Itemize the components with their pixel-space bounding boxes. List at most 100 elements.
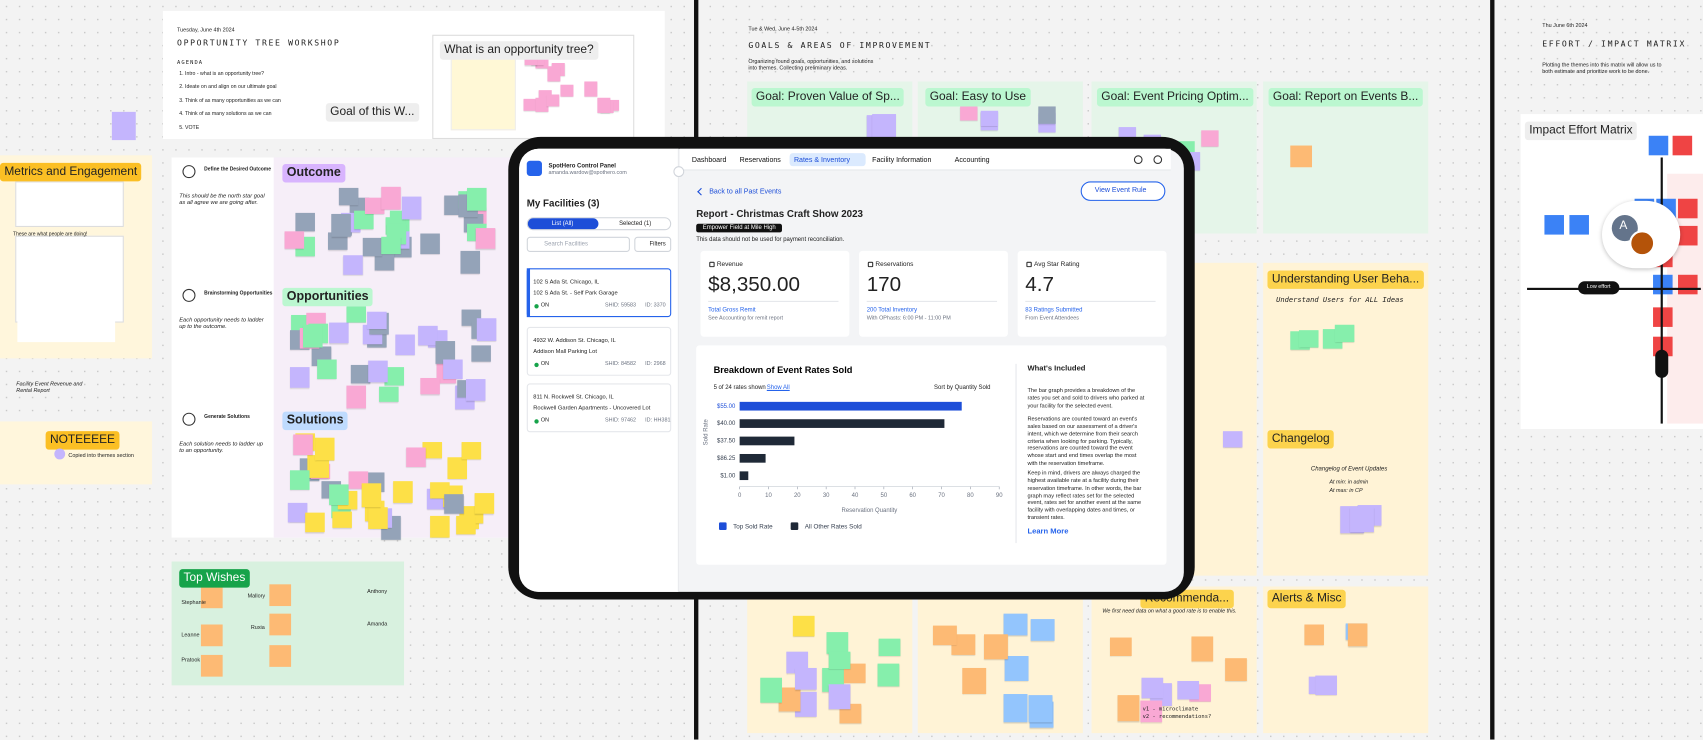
sticky-note [477, 318, 497, 342]
link[interactable]: Show All [766, 384, 790, 391]
subtitle: Organizing found goals, opportunities, a… [748, 58, 874, 72]
sticky-note [959, 106, 978, 121]
sticky-note [1653, 307, 1673, 327]
status-dot [534, 304, 539, 309]
label: Leanne [181, 632, 200, 639]
link[interactable]: Total Gross Remit [708, 307, 756, 314]
sticky-note [346, 306, 367, 323]
label: SHID: 59583 [604, 301, 637, 309]
sticky-note [1141, 677, 1164, 699]
board-divider [1490, 0, 1495, 740]
frame-title: Outcome [282, 164, 346, 183]
frame-title: NOTEEEEE [45, 431, 120, 450]
frame-title: Metrics and Engagement [0, 162, 142, 181]
sticky-note [342, 254, 363, 275]
sticky-note [466, 188, 487, 212]
selection-bar [526, 268, 531, 318]
divider [1025, 300, 1156, 302]
sticky-note [1222, 431, 1243, 448]
sticky-note [792, 615, 815, 636]
sticky-note [328, 232, 348, 250]
dropdown[interactable]: Sort by Quantity Sold [934, 384, 991, 391]
facility-card[interactable] [526, 326, 672, 376]
label: Ruxia [250, 624, 265, 632]
nav-item[interactable]: Rates & Inventory [793, 155, 851, 164]
label: Mallory [247, 593, 266, 600]
sticky-note [269, 584, 292, 607]
tab[interactable]: Selected (1) [619, 220, 652, 227]
tab[interactable]: List (All) [551, 220, 574, 227]
sticky-note [384, 367, 405, 386]
sticky-note [381, 236, 401, 255]
board-title: EFFORT / IMPACT MATRIX [1542, 39, 1687, 49]
sticky-note [395, 334, 415, 356]
sticky-note [535, 97, 549, 112]
nav-item[interactable]: Accounting [954, 155, 990, 164]
label: ID: HH381 [645, 417, 671, 424]
avatar-initial: A [1619, 219, 1628, 233]
nav-item[interactable]: Dashboard [691, 155, 727, 164]
sticky-note [1003, 613, 1028, 636]
filters-button[interactable] [634, 236, 672, 252]
label: Generate Solutions [204, 413, 250, 420]
label: Stephanie [181, 599, 206, 607]
stat-card [700, 250, 850, 337]
sticky-note [794, 668, 817, 690]
link[interactable]: Back to all Past Events [709, 187, 782, 196]
paragraph: Reservations are counted toward an event… [1027, 415, 1138, 468]
icon [182, 412, 196, 426]
account-icon[interactable] [1153, 155, 1163, 165]
note: Each solution needs to ladder up to an o… [179, 440, 264, 455]
sticky-note [1290, 145, 1313, 168]
note: v1 - microclimate [1142, 705, 1199, 713]
agenda-item: 3. Think of as many opportunities as we … [179, 98, 281, 105]
facility-card[interactable] [526, 268, 672, 318]
sticky-note [1648, 135, 1669, 156]
note: Facility Event Revenue and Rental Report [16, 381, 83, 394]
label: With OPhasts: 6:00 PM - 11:00 PM [866, 314, 951, 322]
button-label[interactable]: Filters [649, 241, 666, 248]
sticky-note [596, 97, 610, 114]
agenda-item: 1. Intro - what is an opportunity tree? [179, 71, 265, 78]
help-icon[interactable] [1133, 155, 1143, 165]
panel [1263, 586, 1429, 734]
sticky-note [760, 677, 783, 704]
board-title: GOALS & AREAS OF IMPROVEMENT [748, 40, 932, 50]
sticky-note [460, 251, 481, 274]
sticky-note [447, 457, 467, 479]
sticky-note [302, 325, 323, 348]
stat-icon [867, 261, 874, 268]
sticky-note [295, 213, 315, 232]
sticky-note [287, 502, 308, 523]
collapse-button[interactable] [673, 166, 685, 178]
facility-card[interactable] [526, 383, 672, 433]
sticky-note [381, 187, 401, 210]
frame-title: What is an opportunity tree? [439, 41, 598, 60]
sticky-note [962, 667, 987, 695]
sticky-note [293, 434, 313, 456]
label: ID: 2968 [645, 360, 666, 368]
button[interactable] [1080, 181, 1166, 201]
nav-item[interactable]: Reservations [739, 155, 781, 164]
note: Understand Users for ALL Ideas [1276, 295, 1404, 305]
link[interactable]: 83 Ratings Submitted [1025, 307, 1083, 314]
sticky-note [828, 651, 851, 669]
sticky-note [420, 378, 441, 394]
nav-item[interactable]: Facility Information [872, 155, 932, 164]
link[interactable]: Learn More [1027, 527, 1069, 536]
stat-icon [1026, 261, 1032, 268]
sticky-note [583, 81, 597, 97]
link[interactable]: 200 Total Inventory [866, 307, 918, 314]
sticky-note [547, 65, 561, 81]
label: 102 S Ada St. - Self Park Garage [533, 289, 618, 297]
search-box[interactable] [526, 236, 630, 252]
sticky-note [779, 687, 801, 711]
sticky-note [417, 325, 438, 346]
label: ON [540, 301, 550, 309]
tab-active[interactable] [527, 218, 599, 230]
status-dot [534, 419, 539, 424]
sticky-note [1298, 330, 1319, 348]
stat-icon [709, 261, 715, 268]
sticky-note [984, 634, 1009, 659]
button-label[interactable]: View Event Rule [1094, 186, 1147, 195]
